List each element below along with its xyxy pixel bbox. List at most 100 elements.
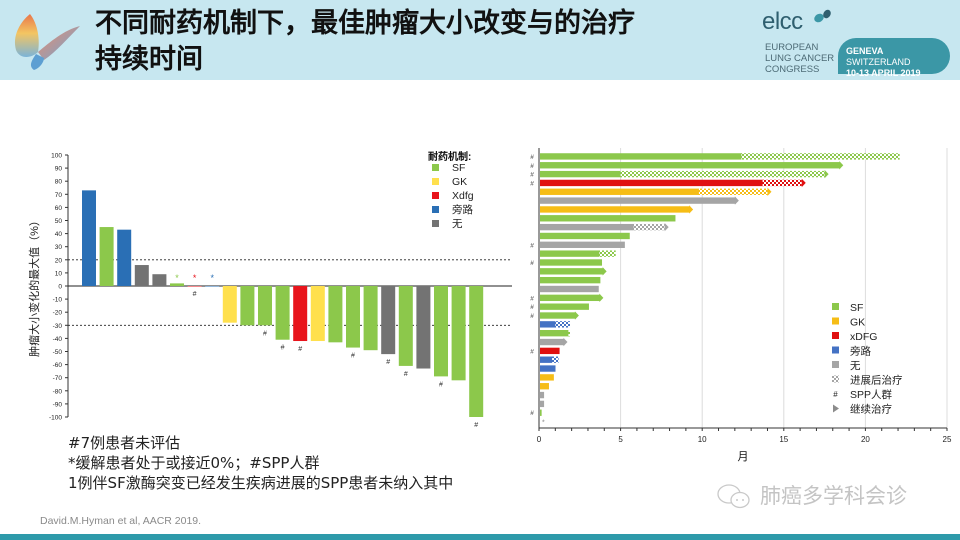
legend-title: 耐药机制:: [428, 150, 471, 163]
waterfall-bar: [170, 283, 184, 286]
y-tick-label: -70: [53, 375, 63, 382]
spp-hash: #: [298, 346, 302, 353]
citation: David.M.Hyman et al, AACR 2019.: [40, 515, 202, 527]
congress-name-line: EUROPEAN: [765, 42, 819, 53]
congress-logo-dots-icon: [814, 9, 831, 23]
waterfall-bar: [398, 286, 413, 366]
swimmer-bar: [540, 383, 549, 390]
y-axis-label: 肿瘤大小变化的最大值（%）: [27, 215, 41, 357]
spp-hash: #: [530, 260, 534, 267]
swimmer-bar: [540, 391, 545, 399]
spp-hash: #: [530, 295, 534, 302]
congress-dates: 10-13 APRIL 2019: [846, 68, 921, 78]
spp-hash: #: [193, 291, 197, 298]
swimmer-bar: [540, 179, 764, 187]
response-asterisk: *: [210, 273, 214, 283]
swimmer-bar: [540, 250, 601, 257]
legend-swatch: [432, 164, 439, 171]
post-progression-segment: [762, 179, 802, 187]
spp-hash: #: [530, 154, 534, 161]
y-tick-label: -90: [53, 401, 63, 408]
swimmer-bar: [540, 303, 589, 310]
waterfall-bar: [152, 274, 167, 286]
swimmer-bar: [540, 206, 691, 213]
legend-swatch: [832, 317, 839, 325]
spp-hash: #: [351, 353, 355, 360]
legend-label: GK: [452, 176, 467, 188]
swimmer-bar: [540, 374, 554, 381]
swimmer-bar: [540, 285, 599, 293]
x-tick-label: 25: [943, 435, 952, 444]
post-progression-segment: [599, 250, 616, 257]
waterfall-chart: 1009080706050403020100-10-20-30-40-50-60…: [27, 150, 512, 429]
continuing-arrow: [574, 311, 579, 320]
continuing-arrow: [602, 267, 607, 276]
post-progression-segment: [633, 223, 665, 231]
y-tick-label: 60: [55, 205, 63, 212]
y-tick-label: -50: [53, 349, 63, 356]
swimmer-bar: [540, 356, 554, 363]
spp-hash: #: [263, 330, 267, 337]
page-title-line1: 不同耐药机制下，最佳肿瘤大小改变与的治疗: [95, 8, 635, 39]
swimmer-bar: [540, 259, 603, 266]
legend-label: SF: [850, 302, 863, 314]
spp-hash: #: [530, 172, 534, 179]
continuing-arrow: [664, 222, 669, 232]
watermark-text: 肺癌多学科会诊: [760, 484, 907, 508]
footnote: #7例患者未评估: [68, 434, 181, 452]
waterfall-bar: [469, 286, 484, 417]
page-title: 不同耐药机制下，最佳肿瘤大小改变与的治疗 持续时间: [95, 6, 635, 78]
swimmer-bar: [540, 312, 576, 319]
post-progression-segment: [555, 321, 571, 328]
y-tick-label: 80: [55, 179, 63, 186]
legend-label: SF: [452, 162, 465, 174]
y-tick-label: -80: [53, 388, 63, 395]
waterfall-bar: [205, 286, 220, 287]
waterfall-bar: [99, 227, 114, 286]
continuing-arrow: [563, 337, 568, 347]
swimmer-bar: [540, 400, 545, 408]
congress-name-line: CONGRESS: [765, 64, 820, 75]
waterfall-bar: [310, 286, 325, 342]
legend-swatch: [432, 192, 439, 199]
legend-label: 继续治疗: [850, 403, 892, 416]
butterfly-logo-icon: [14, 14, 80, 70]
legend-label: Xdfg: [452, 190, 474, 202]
swimmer-bar: [540, 188, 700, 195]
y-tick-label: -30: [53, 323, 63, 330]
swimmer-bar: [540, 330, 570, 337]
y-tick-label: 40: [55, 231, 63, 238]
post-progression-segment: [620, 170, 825, 178]
waterfall-bar: [346, 286, 360, 348]
waterfall-bar: [275, 286, 290, 340]
x-tick-label: 10: [698, 435, 707, 444]
waterfall-bar: [293, 286, 308, 342]
waterfall-bar: [117, 229, 132, 286]
y-tick-label: 10: [55, 270, 63, 277]
x-tick-label: 0: [537, 435, 542, 444]
y-tick-label: 70: [55, 192, 63, 199]
continuing-arrow: [734, 196, 739, 205]
footnotes: #7例患者未评估 *缓解患者处于或接近0%；#SPP人群 1例伴SF激酶突变已经…: [68, 433, 453, 493]
spp-hash: #: [530, 410, 534, 417]
post-progression-segment: [741, 153, 900, 160]
waterfall-bar: [416, 286, 431, 369]
legend-label: 旁路: [850, 345, 871, 358]
continuing-arrow: [689, 205, 694, 214]
y-tick-label: -20: [53, 310, 63, 317]
header-banner: 不同耐药机制下，最佳肿瘤大小改变与的治疗 持续时间 elcc EUROPEAN …: [0, 0, 960, 80]
waterfall-bar: [82, 190, 96, 286]
response-asterisk: *: [542, 420, 545, 427]
legend-label: xDFG: [850, 331, 877, 343]
spp-hash: #: [386, 359, 390, 366]
swimmer-bar: [540, 294, 601, 302]
swimmer-bar: [540, 197, 736, 204]
legend-hash-symbol: #: [833, 390, 838, 399]
swimmer-bar: [540, 215, 676, 222]
congress-logo-text: elcc: [762, 8, 803, 35]
swimmer-bar: [540, 162, 841, 169]
legend-swatch: [832, 346, 839, 354]
spp-hash: #: [474, 422, 478, 429]
congress-name-line: LUNG CANCER: [765, 53, 835, 64]
waterfall-bar: [222, 286, 237, 323]
